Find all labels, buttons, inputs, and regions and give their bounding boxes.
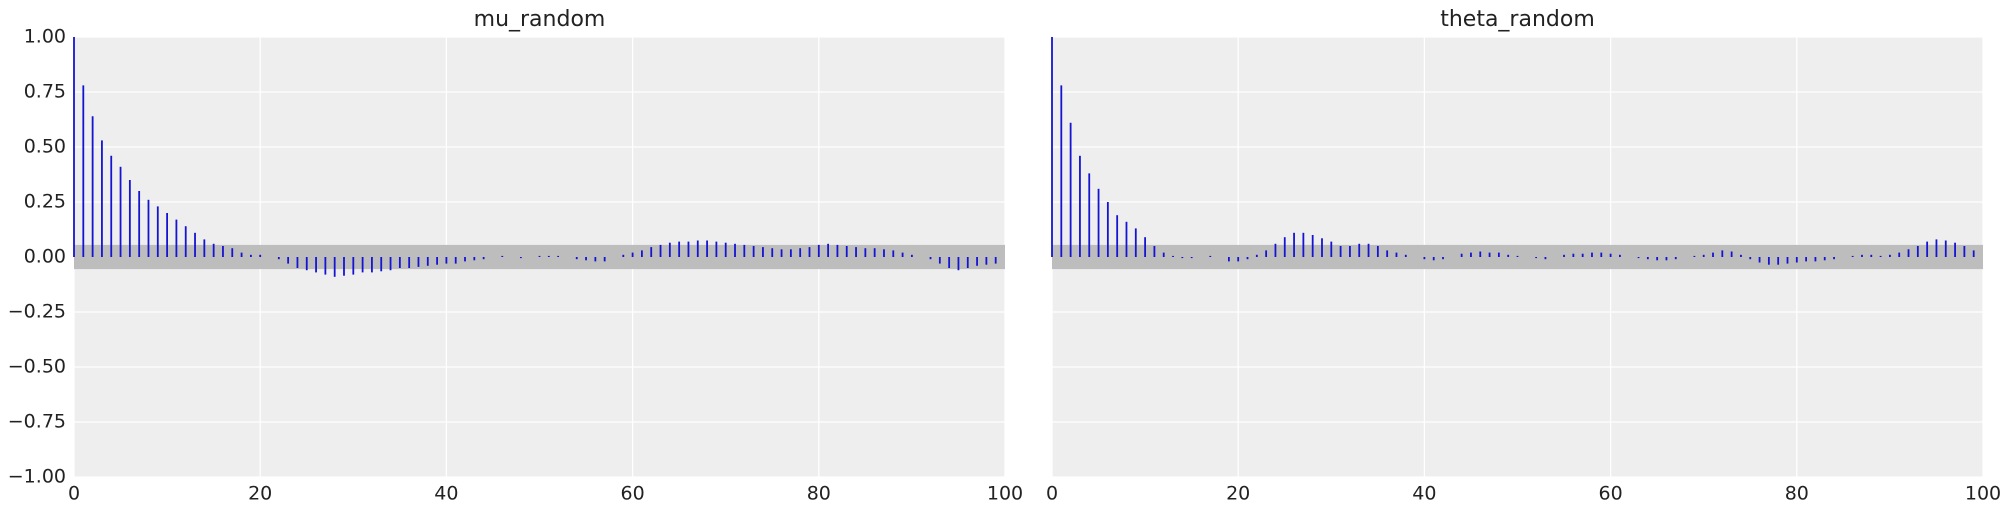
chart-title: theta_random bbox=[1440, 7, 1595, 32]
x-tick-label: 40 bbox=[434, 483, 458, 505]
x-tick-label: 60 bbox=[1599, 483, 1623, 505]
x-tick-label: 100 bbox=[1965, 483, 2001, 505]
chart-title: mu_random bbox=[474, 7, 606, 32]
y-tick-label: 0.75 bbox=[24, 81, 66, 103]
x-tick-label: 20 bbox=[1226, 483, 1250, 505]
y-tick-label: −1.00 bbox=[8, 466, 66, 488]
y-tick-label: 1.00 bbox=[24, 26, 66, 48]
x-tick-label: 40 bbox=[1412, 483, 1436, 505]
x-tick-label: 80 bbox=[807, 483, 831, 505]
y-tick-label: 0.00 bbox=[24, 246, 66, 268]
y-tick-label: 0.25 bbox=[24, 191, 66, 213]
y-tick-label: −0.50 bbox=[8, 356, 66, 378]
y-tick-label: −0.25 bbox=[8, 301, 66, 323]
x-tick-label: 0 bbox=[68, 483, 80, 505]
y-tick-label: −0.75 bbox=[8, 411, 66, 433]
x-tick-label: 0 bbox=[1046, 483, 1058, 505]
x-tick-label: 80 bbox=[1785, 483, 1809, 505]
x-tick-label: 100 bbox=[987, 483, 1023, 505]
y-tick-label: 0.50 bbox=[24, 136, 66, 158]
x-tick-label: 20 bbox=[248, 483, 272, 505]
x-tick-label: 60 bbox=[621, 483, 645, 505]
